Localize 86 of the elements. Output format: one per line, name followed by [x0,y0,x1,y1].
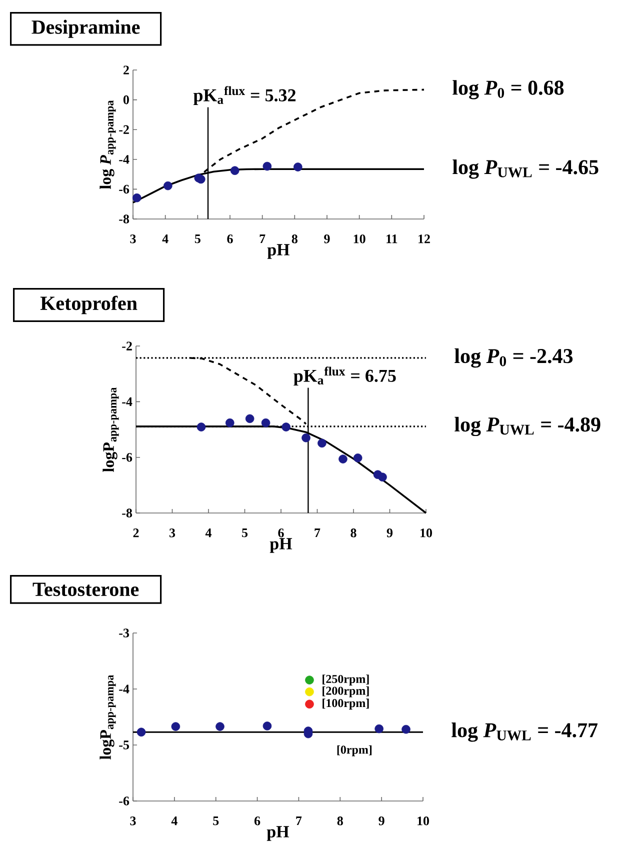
y-tick-label: -3 [119,628,130,638]
point [136,728,146,737]
x-tick-label: 3 [130,234,136,244]
x-tick-label: 8 [350,528,356,538]
point [245,414,254,424]
point [338,454,348,464]
x-tick-label: 8 [337,816,343,826]
y-tick-label: -8 [122,508,132,518]
x-tick-label: 4 [205,528,212,538]
ref-line-label: log P$_{UWL}$ = -4.77 [452,722,598,742]
y-tick-label: -2 [119,125,129,134]
annotation: log P$_{UWL}$ = -4.65 [452,159,598,179]
x-axis-title: pH [267,244,290,259]
x-axis-title: pH [270,538,292,553]
x-tick-label: 5 [194,234,200,244]
y-tick-label: 2 [124,66,129,74]
point [171,722,180,731]
x-tick-label: 4 [171,816,178,826]
point [261,418,270,428]
point [196,174,206,184]
ref-line-label: log P$_{0}$ = -2.43 [454,348,573,368]
y-tick-label: -8 [119,214,130,224]
x-tick-label: 7 [314,528,320,538]
x-tick-label: 10 [420,528,432,538]
point [230,166,240,175]
y-axis-title: logP$_{app-pampa}$ [100,674,116,760]
y-tick-label: -4 [119,155,130,164]
ref-line-label: pK$_{a}$$^{flux}$ = 6.75 [294,366,396,386]
y-tick-label: -4 [122,397,132,406]
x-axis-title: pH [266,826,290,841]
annotation: [200rpm] [322,686,369,698]
x-tick-label: 11 [386,234,398,244]
annotation: log P$_{0}$ = 0.68 [452,80,564,100]
x-tick-label: 5 [242,528,248,538]
chart-title: Testosterone [32,582,139,596]
point [216,722,224,731]
annotation: [0rpm] [337,745,372,756]
point [132,193,142,202]
point [305,700,314,709]
x-tick-label: 8 [292,234,298,244]
y-tick-label: -4 [119,684,130,694]
point [293,162,302,172]
x-tick-label: 4 [162,234,168,244]
x-tick-label: 2 [133,528,139,538]
chart-title: Desipramine [32,20,140,38]
y-tick-label: 0 [123,95,129,104]
y-tick-label: -6 [122,452,132,462]
x-tick-label: 3 [169,528,176,538]
point [378,472,387,482]
point [353,454,362,462]
x-tick-label: 9 [378,816,384,826]
x-tick-label: 6 [254,816,260,826]
y-tick-label: -6 [119,184,130,194]
point [225,418,234,428]
y-tick-label: -2 [122,342,132,350]
annotation: [100rpm] [322,698,369,710]
x-tick-label: 10 [354,234,366,244]
x-tick-label: 6 [227,234,233,244]
point [305,676,314,684]
point [402,724,410,734]
x-tick-label: 7 [260,234,266,244]
x-tick-label: 6 [278,528,284,538]
point [196,422,206,432]
point [318,438,326,448]
chart-title: Ketoprofen [40,296,138,314]
point [282,422,290,432]
point [374,724,384,734]
x-tick-label: 10 [418,816,429,826]
ref-line-label: log P$_{UWL}$ = -4.89 [454,416,600,436]
point [164,181,172,190]
y-axis-title: log P$_{app-pampa}$ [100,100,116,189]
y-axis-title: logP$_{app-pampa}$ [102,387,119,472]
x-tick-label: 3 [130,816,136,826]
x-tick-label: 7 [296,816,302,826]
x-tick-label: 5 [213,816,219,826]
ref-line-label: pK$_{a}$$^{flux}$ = 5.32 [193,86,296,106]
point [302,433,310,442]
annotation: [250rpm] [322,674,369,686]
point [262,162,272,171]
point [262,722,272,730]
point [305,687,314,696]
x-tick-label: 9 [324,234,330,244]
y-tick-label: -5 [119,740,129,750]
x-tick-label: 9 [386,528,393,538]
x-tick-label: 12 [418,234,430,244]
y-tick-label: -6 [119,796,130,806]
